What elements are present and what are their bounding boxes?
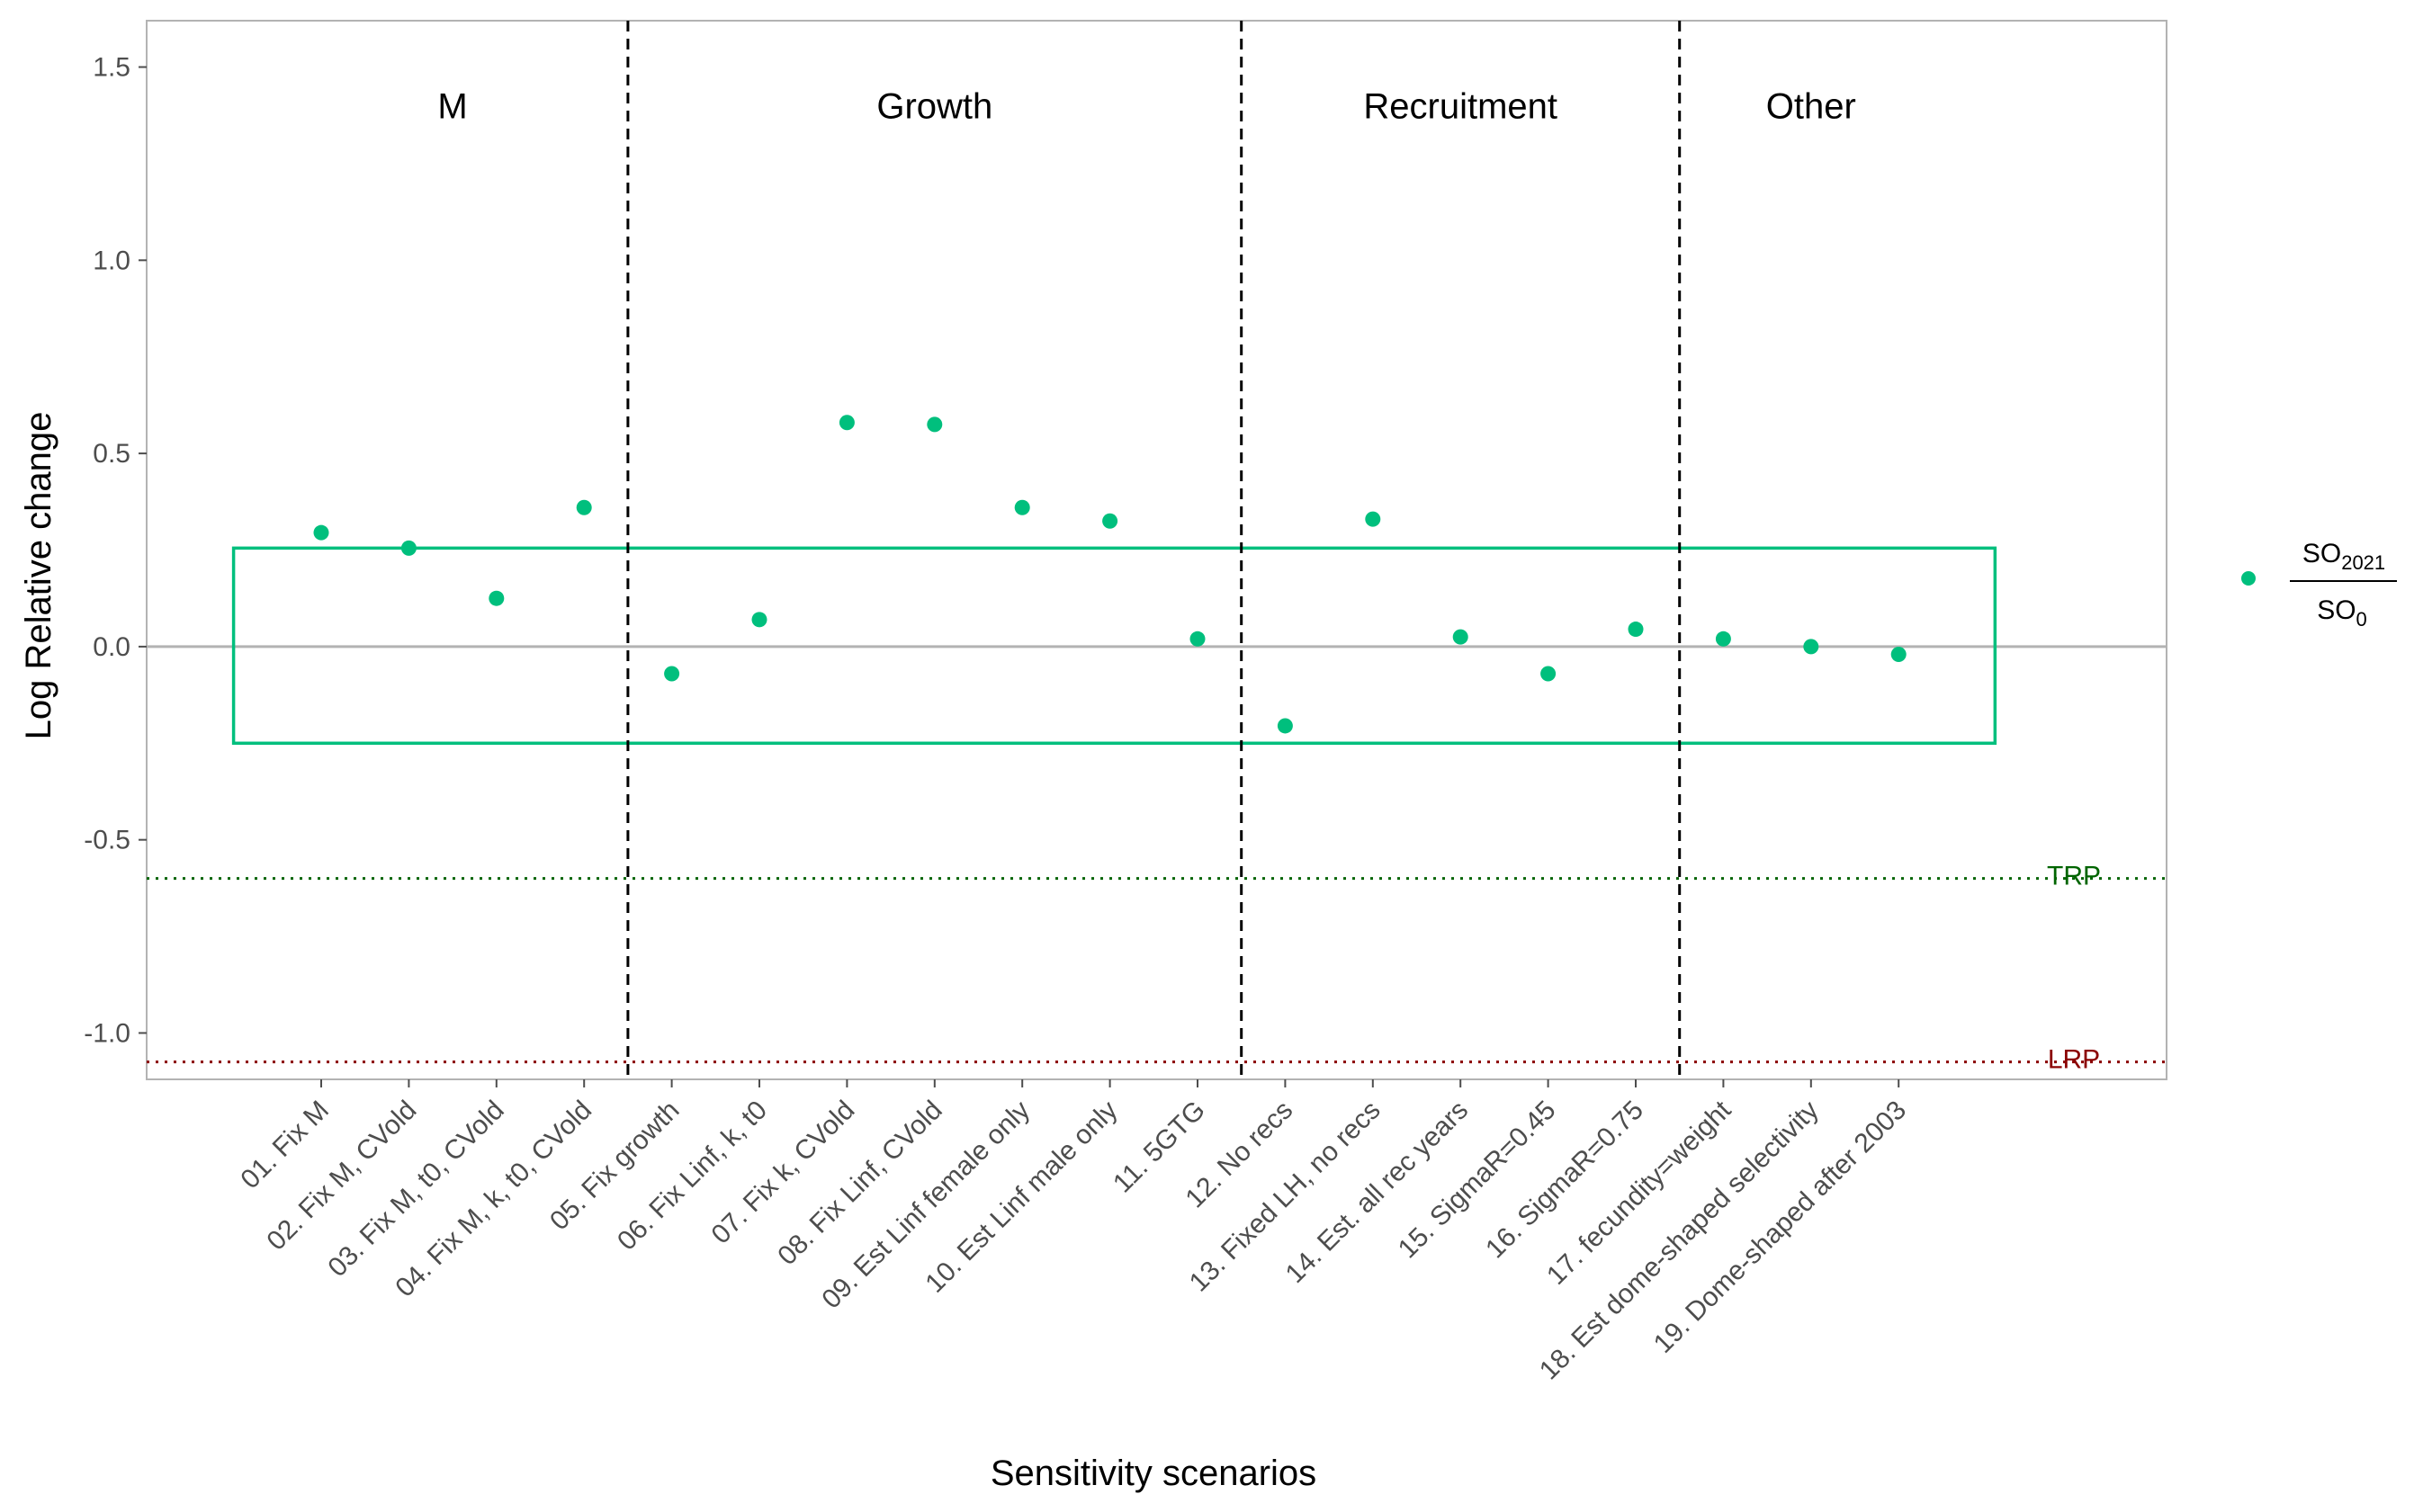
data-point <box>1628 622 1644 638</box>
legend-point-marker <box>2241 571 2256 586</box>
legend-denominator-subscript: 0 <box>2356 608 2367 631</box>
data-point <box>1014 499 1030 515</box>
legend-numerator-subscript: 2021 <box>2341 551 2385 574</box>
y-tick-label: -1.0 <box>84 1018 130 1048</box>
data-point <box>1189 631 1206 647</box>
legend-denominator-text: SO <box>2317 595 2356 625</box>
plot-panel-border <box>146 20 2167 1080</box>
x-tick-label: 15. SigmaR=0.45 <box>1393 1096 1562 1265</box>
y-tick-label: 1.0 <box>93 246 130 275</box>
group-label-growth: Growth <box>876 87 992 127</box>
y-axis-title: Log Relative change <box>19 412 58 740</box>
x-tick-label: 08. Fix Linf, CVold <box>772 1096 947 1271</box>
plot-background-layer <box>139 20 2167 1087</box>
y-tick-label: 0.5 <box>93 439 130 469</box>
data-point <box>1540 666 1557 682</box>
x-tick-label: 06. Fix Linf, k, t0 <box>612 1096 773 1257</box>
legend-numerator-text: SO <box>2302 539 2341 568</box>
x-tick-label: 02. Fix M, CVold <box>261 1096 422 1257</box>
reference-lines-layer <box>147 21 2167 1079</box>
group-label-other: Other <box>1766 87 1856 127</box>
data-point <box>1102 513 1118 529</box>
reference-line-label-lrp: LRP <box>2048 1045 2100 1075</box>
data-point <box>664 666 680 682</box>
x-axis-title: Sensitivity scenarios <box>991 1454 1316 1493</box>
y-tick-label: 0.0 <box>93 632 130 662</box>
group-label-recruitment: Recruitment <box>1363 87 1557 127</box>
data-point <box>1890 646 1907 662</box>
reference-band-rect <box>231 546 1997 746</box>
data-point <box>1715 631 1731 647</box>
data-point <box>839 415 855 431</box>
reference-line-label-trp: TRP <box>2047 862 2101 891</box>
data-point <box>313 524 329 541</box>
data-point <box>751 612 767 628</box>
legend: SO2021 SO0 <box>2241 539 2397 631</box>
legend-fraction-denominator: SO0 <box>2317 595 2367 631</box>
x-tick-label: 16. SigmaR=0.75 <box>1480 1096 1649 1265</box>
group-label-m: M <box>437 87 467 127</box>
data-point <box>927 416 943 433</box>
data-point <box>576 499 592 515</box>
data-point <box>1277 718 1293 734</box>
data-point <box>400 540 417 556</box>
data-point <box>1803 639 1819 655</box>
y-tick-label: -0.5 <box>84 826 130 855</box>
data-points-layer <box>313 415 1907 734</box>
data-point <box>1452 629 1468 645</box>
legend-fraction-numerator: SO2021 <box>2302 539 2385 574</box>
data-point <box>489 590 505 606</box>
y-tick-label: 1.5 <box>93 53 130 83</box>
data-point <box>1365 511 1381 527</box>
